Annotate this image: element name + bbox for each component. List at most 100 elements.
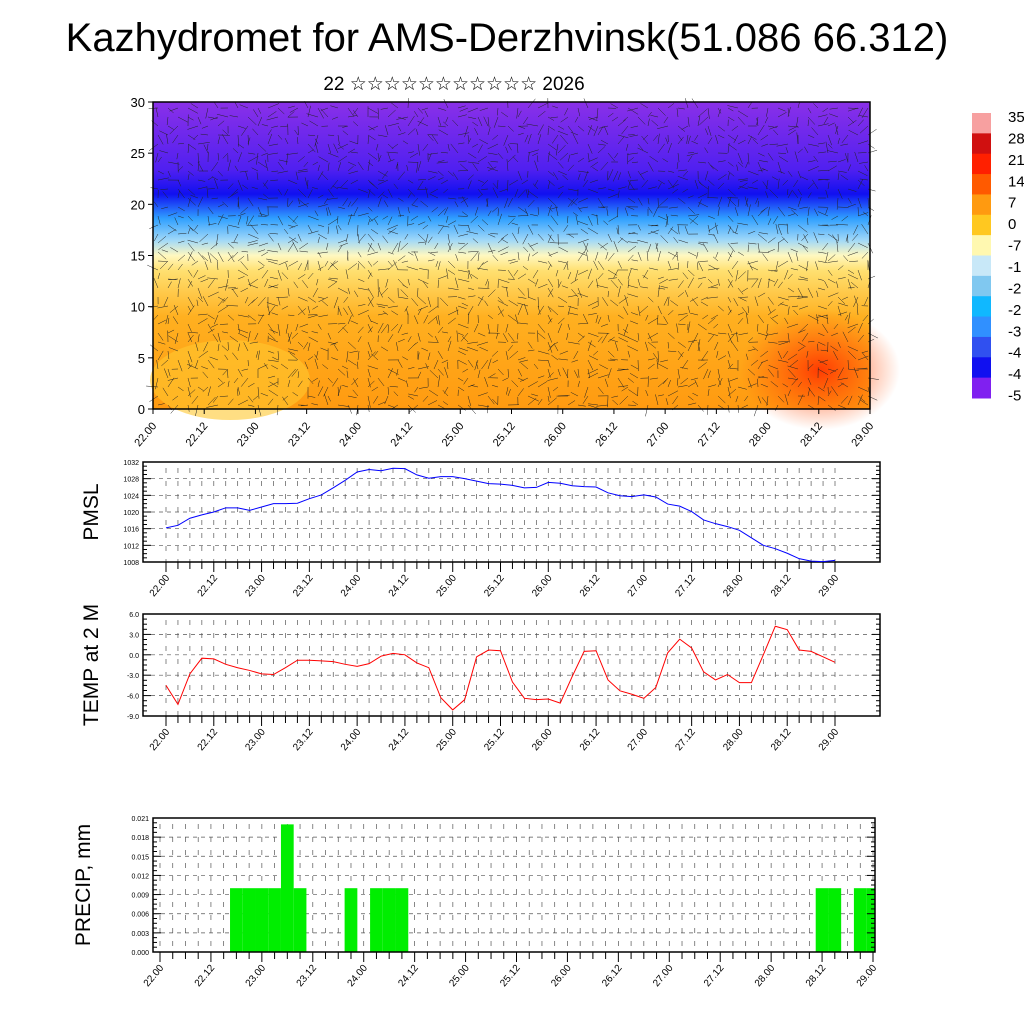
wind-barb — [627, 107, 639, 115]
wind-barb — [767, 125, 777, 128]
wind-barb — [161, 206, 169, 210]
wind-barb — [505, 146, 509, 154]
wind-barb — [697, 323, 707, 331]
wind-barb — [437, 279, 439, 289]
wind-barb — [227, 398, 234, 406]
wind-barb — [610, 103, 619, 109]
wind-barb — [447, 260, 456, 269]
wind-barb — [587, 268, 592, 280]
wind-barb — [221, 134, 229, 145]
wind-barb — [187, 305, 192, 312]
wind-barb — [607, 359, 616, 362]
wind-barb — [477, 296, 484, 307]
wind-barb — [307, 230, 319, 235]
wind-barb — [857, 395, 866, 403]
wind-barb — [257, 143, 267, 152]
wind-barb — [734, 207, 739, 217]
wind-barb — [177, 263, 183, 271]
wind-barb — [706, 296, 719, 299]
wind-barb — [567, 263, 569, 271]
wind-barb — [629, 320, 639, 325]
wind-barb — [787, 170, 793, 177]
wind-barb — [753, 404, 759, 417]
wind-barb — [337, 368, 346, 376]
wind-barb — [356, 404, 359, 416]
colorbar-label: -2 — [1008, 280, 1021, 297]
section-x-tick-label: 22.12 — [184, 420, 211, 449]
colorbar-swatch — [972, 377, 991, 399]
wind-barb — [367, 377, 371, 388]
wind-barb — [838, 302, 849, 307]
wind-barb — [757, 169, 765, 172]
wind-barb — [277, 107, 285, 115]
wind-barb — [417, 120, 429, 127]
wind-barb — [248, 284, 259, 289]
section-y-tick-label: 25 — [131, 146, 145, 161]
wind-barb — [241, 368, 249, 371]
wind-barb — [299, 323, 309, 328]
section-x-tick-label: 26.00 — [542, 420, 569, 449]
wind-barb — [727, 143, 737, 151]
wind-barb — [741, 287, 749, 293]
wind-barb — [727, 388, 737, 397]
wind-barb — [217, 296, 226, 302]
wind-barb — [427, 236, 433, 244]
wind-barb — [237, 388, 239, 397]
wind-barb — [487, 152, 498, 155]
wind-barb — [647, 332, 659, 339]
wind-barb — [773, 278, 779, 287]
wind-barb — [767, 341, 778, 344]
wind-barb — [613, 240, 619, 253]
wind-barb — [799, 305, 809, 310]
wind-barb — [727, 107, 734, 112]
wind-barb — [577, 404, 586, 407]
wind-barb — [281, 272, 289, 280]
wind-barb — [767, 296, 774, 305]
wind-barb — [337, 162, 342, 172]
wind-barb — [646, 251, 649, 262]
wind-barb — [773, 215, 779, 224]
wind-barb — [329, 277, 339, 280]
wind-barb — [534, 179, 539, 187]
wind-barb — [507, 154, 516, 163]
wind-barb — [547, 377, 559, 381]
wind-barb — [836, 224, 849, 226]
wind-barb — [858, 115, 869, 118]
wind-barb — [629, 372, 639, 379]
wind-barb — [842, 331, 849, 343]
wind-barb — [627, 107, 639, 112]
wind-barb — [697, 362, 707, 370]
wind-barb — [393, 183, 399, 190]
wind-barb — [285, 262, 289, 271]
wind-barb — [487, 323, 491, 334]
wind-barb — [347, 305, 354, 317]
wind-barb — [400, 289, 409, 298]
wind-barb — [517, 302, 529, 307]
wind-barb — [172, 395, 179, 401]
wind-barb — [747, 368, 756, 376]
wind-barb — [177, 386, 184, 392]
wind-barb — [837, 137, 840, 145]
wind-barb — [840, 174, 849, 181]
wind-barb — [240, 261, 249, 271]
wind-barb — [419, 268, 429, 271]
temp-x-tick-label: 27.00 — [626, 727, 651, 754]
wind-barb — [384, 125, 389, 136]
wind-barb — [252, 395, 259, 401]
wind-barb — [162, 387, 169, 397]
wind-barb — [497, 213, 502, 226]
wind-barb — [587, 332, 599, 337]
wind-barb — [337, 215, 339, 224]
wind-barb — [867, 275, 876, 280]
wind-barb — [737, 110, 749, 118]
wind-barb — [193, 134, 199, 140]
wind-barb — [487, 250, 496, 253]
wind-barb — [841, 215, 849, 222]
wind-barb — [497, 246, 509, 253]
wind-barb — [467, 295, 476, 298]
wind-barb — [757, 233, 768, 242]
wind-barb — [327, 395, 331, 402]
wind-barb — [486, 166, 499, 172]
wind-barb — [618, 337, 629, 343]
wind-barb — [237, 215, 242, 226]
